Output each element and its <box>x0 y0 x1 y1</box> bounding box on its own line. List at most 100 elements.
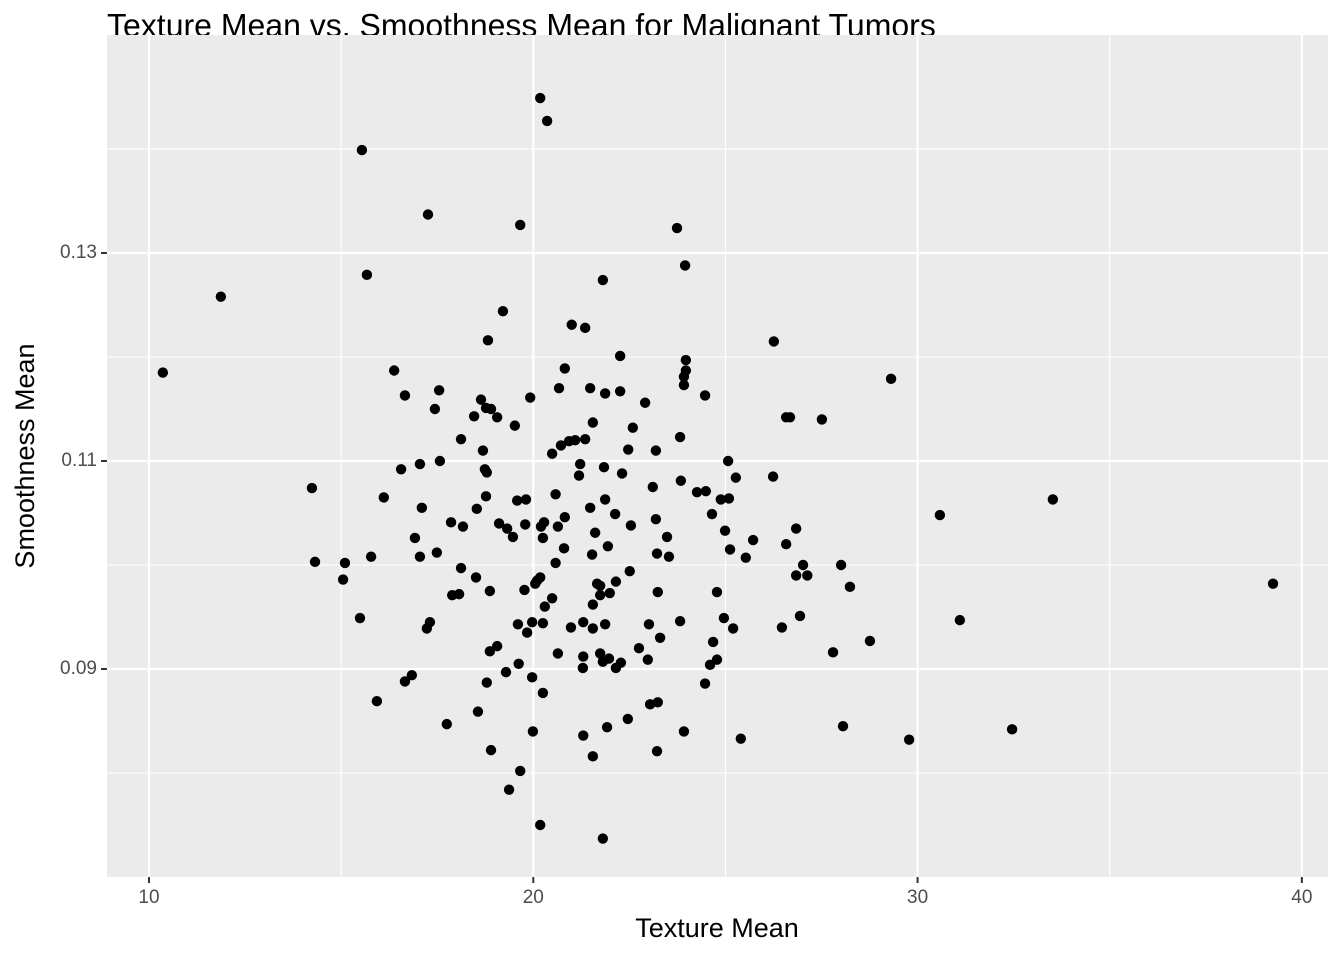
data-point <box>414 551 426 562</box>
data-point <box>409 532 421 544</box>
data-point <box>399 676 411 687</box>
data-point <box>472 706 484 717</box>
data-point <box>577 662 589 674</box>
data-point <box>794 610 806 622</box>
data-point <box>816 414 828 425</box>
data-point <box>509 420 521 431</box>
data-point <box>661 531 673 543</box>
data-point <box>706 508 718 520</box>
data-point <box>482 335 494 346</box>
data-point <box>711 586 723 598</box>
data-point <box>365 551 377 562</box>
data-point <box>835 559 847 571</box>
data-point <box>599 494 611 505</box>
x-tick-label: 20 <box>523 887 544 908</box>
data-point <box>501 523 513 534</box>
data-point <box>578 651 589 662</box>
data-point <box>587 417 599 428</box>
data-point <box>587 751 599 762</box>
data-point <box>780 538 792 550</box>
data-point <box>700 485 712 497</box>
data-point <box>627 422 639 433</box>
data-point <box>537 687 549 699</box>
data-point <box>484 646 496 657</box>
data-point <box>550 557 561 569</box>
data-point <box>559 363 571 374</box>
data-point <box>520 494 532 505</box>
data-point <box>643 619 655 630</box>
data-point <box>513 658 524 669</box>
data-point <box>679 260 691 271</box>
data-point <box>526 672 538 683</box>
data-point <box>707 636 719 648</box>
data-point <box>602 541 614 552</box>
data-point <box>584 502 596 513</box>
data-point <box>416 502 428 513</box>
data-point <box>455 433 467 445</box>
data-point <box>485 403 497 415</box>
data-point <box>468 411 480 422</box>
data-point <box>553 382 565 394</box>
data-point <box>1267 578 1279 589</box>
data-point <box>503 784 515 795</box>
data-point <box>507 531 519 543</box>
data-point <box>678 379 690 391</box>
data-point <box>526 616 538 628</box>
x-axis-title: Texture Mean <box>635 913 799 943</box>
data-point <box>1047 494 1059 505</box>
data-point <box>1006 724 1018 735</box>
data-point <box>647 481 659 493</box>
data-point <box>680 354 692 366</box>
data-point <box>722 455 734 467</box>
data-point <box>579 433 591 445</box>
data-point <box>625 520 637 531</box>
data-point <box>422 209 434 220</box>
data-point <box>515 765 526 777</box>
data-point <box>623 444 634 455</box>
data-point <box>934 509 946 521</box>
data-point <box>609 508 621 520</box>
data-point <box>784 412 796 423</box>
data-point <box>718 612 730 624</box>
data-point <box>395 464 407 475</box>
data-point <box>470 572 482 583</box>
data-point <box>903 734 915 745</box>
data-point <box>433 385 445 396</box>
data-point <box>447 589 458 601</box>
data-point <box>539 601 551 612</box>
data-point <box>578 730 589 741</box>
data-point <box>441 718 453 730</box>
x-tick-label: 30 <box>907 887 928 908</box>
data-point <box>356 144 368 156</box>
data-point <box>584 382 596 394</box>
data-point <box>552 521 564 532</box>
data-point <box>354 612 366 624</box>
data-point <box>399 390 411 401</box>
data-point <box>587 623 599 634</box>
data-point <box>157 367 169 378</box>
data-point <box>671 222 683 234</box>
data-point <box>622 713 634 725</box>
data-point <box>604 587 615 599</box>
data-point <box>674 615 686 627</box>
data-point <box>537 618 549 629</box>
data-point <box>598 462 610 473</box>
data-point <box>414 458 426 470</box>
plot-panel <box>107 35 1328 877</box>
data-point <box>699 390 711 401</box>
data-point <box>644 699 656 710</box>
x-tick-label: 10 <box>138 887 159 908</box>
data-point <box>586 549 598 560</box>
data-point <box>589 527 601 538</box>
y-tick-label: 0.11 <box>61 450 97 471</box>
data-point <box>616 468 628 479</box>
data-point <box>530 578 541 589</box>
data-point <box>601 722 613 733</box>
data-point <box>599 388 611 399</box>
data-point <box>511 495 523 506</box>
data-point <box>864 635 876 647</box>
data-point <box>678 371 690 382</box>
data-point <box>361 269 373 281</box>
data-point <box>555 440 567 451</box>
